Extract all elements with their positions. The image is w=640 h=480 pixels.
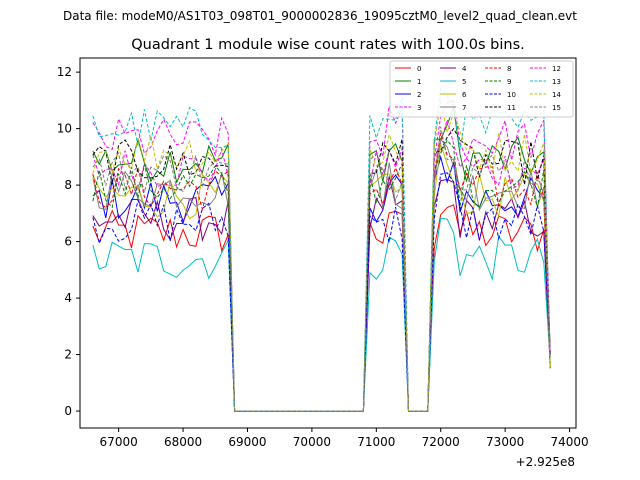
x-tick-label: 73000 [486,435,524,449]
legend-label-10: 10 [507,91,516,99]
y-tick-label: 8 [64,178,72,192]
series-line-12 [92,100,551,412]
y-tick-label: 0 [64,404,72,418]
legend-label-15: 15 [552,104,561,112]
suptitle: Data file: modeM0/AS1T03_098T01_90000028… [63,9,577,23]
y-tick-label: 6 [64,235,72,249]
axes-frame [79,57,577,429]
series-line-15 [92,126,551,412]
series-line-1 [92,107,551,412]
series-line-14 [92,99,551,412]
x-tick-label: 71000 [357,435,395,449]
legend-label-7: 7 [462,104,466,112]
legend-label-0: 0 [417,65,421,73]
series-line-7 [92,138,551,412]
legend-label-6: 6 [462,91,467,99]
legend-label-3: 3 [417,104,421,112]
chart-title: Quadrant 1 module wise count rates with … [131,37,525,53]
y-tick-label: 2 [64,348,72,362]
x-tick-label: 72000 [422,435,460,449]
plot-area [92,87,551,412]
x-offset-label: +2.925e8 [516,455,575,469]
x-tick-label: 74000 [550,435,588,449]
series-line-0 [92,204,551,412]
series-line-11 [92,127,551,412]
series-line-10 [92,172,551,412]
series-line-9 [92,139,551,412]
legend-label-8: 8 [507,65,511,73]
legend-label-5: 5 [462,78,466,86]
x-tick-label: 67000 [100,435,138,449]
y-axis: 0 2 4 6 8 10 12 [57,65,80,418]
x-tick-label: 70000 [293,435,331,449]
series-line-2 [92,155,551,412]
x-axis: 67000 68000 69000 70000 71000 72000 73000 74000 [100,428,589,449]
series-line-5 [92,217,551,412]
y-tick-label: 10 [57,122,72,136]
legend-label-13: 13 [552,78,561,86]
series-line-13 [92,87,551,412]
x-tick-label: 69000 [228,435,266,449]
legend-label-11: 11 [507,104,516,112]
legend-label-2: 2 [417,91,421,99]
y-tick-label: 12 [57,65,72,79]
legend-label-12: 12 [552,65,561,73]
legend-label-1: 1 [417,78,421,86]
legend-label-4: 4 [462,65,467,73]
legend-label-9: 9 [507,78,511,86]
y-tick-label: 4 [64,291,72,305]
series-line-3 [92,117,551,412]
x-tick-label: 68000 [164,435,202,449]
legend-box [389,60,574,118]
legend-label-14: 14 [552,91,561,99]
